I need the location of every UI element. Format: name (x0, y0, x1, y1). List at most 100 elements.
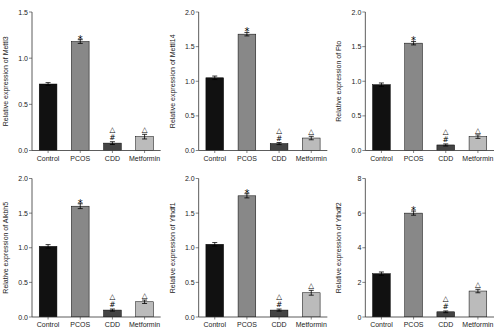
y-tick (362, 178, 365, 179)
x-tick (311, 151, 312, 154)
x-axis (365, 317, 494, 318)
y-tick-label: 0.0 (185, 147, 195, 154)
x-tick-label: CDD (438, 155, 453, 162)
x-tick (246, 151, 247, 154)
annotation: # (276, 134, 282, 143)
y-tick (196, 213, 199, 214)
x-tick-label: Control (370, 321, 393, 328)
y-tick-label: 1.5 (185, 210, 195, 217)
x-tick-label: PCOS (237, 155, 257, 162)
y-tick-label: 2.0 (185, 9, 195, 16)
plot-area (39, 204, 153, 317)
y-tick-label: 0.5 (185, 112, 195, 119)
y-tick-label: 2.0 (352, 9, 362, 16)
x-tick-label: Metformin (296, 155, 327, 162)
y-axis-label: Relative expression of Ythdf1 (169, 202, 177, 293)
x-axis (199, 317, 328, 318)
x-tick (214, 317, 215, 320)
y-tick (362, 115, 365, 116)
annotation: △ (308, 281, 314, 290)
x-tick-label: Metformin (129, 321, 160, 328)
annotation: * (78, 198, 83, 209)
x-tick (80, 151, 81, 154)
y-tick (196, 178, 199, 179)
y-tick-label: 0.5 (18, 101, 28, 108)
y-tick-label: 0.5 (18, 279, 28, 286)
x-tick (381, 317, 382, 320)
y-tick-label: 2 (357, 279, 361, 286)
annotation: △ (443, 127, 449, 136)
x-tick-label: Control (203, 321, 226, 328)
annotation: # (443, 135, 449, 144)
bar (302, 293, 320, 317)
bar (71, 42, 89, 151)
y-tick (29, 12, 32, 13)
y-tick-label: 0.0 (185, 314, 195, 321)
bar (373, 85, 391, 151)
y-tick (29, 58, 32, 59)
error-bar (277, 143, 282, 145)
y-tick-label: 1.5 (185, 43, 195, 50)
y-tick-label: 1.0 (352, 78, 362, 85)
x-tick-label: CDD (438, 321, 453, 328)
y-tick (362, 317, 365, 318)
x-tick (413, 317, 414, 320)
bar (270, 310, 288, 317)
bar (437, 312, 455, 317)
annotation: △ (142, 291, 148, 300)
x-tick (144, 151, 145, 154)
error-bar (46, 245, 51, 248)
y-axis-label: Relative expression of Ythdf2 (335, 202, 343, 293)
bar (206, 244, 224, 317)
y-tick (29, 213, 32, 214)
annotation: △ (276, 126, 282, 135)
x-tick-label: Control (203, 155, 226, 162)
x-tick (477, 317, 478, 320)
x-axis (32, 317, 161, 318)
x-tick-label: PCOS (404, 155, 424, 162)
annotation: * (244, 188, 249, 199)
bar (270, 144, 288, 151)
error-bar (212, 243, 217, 246)
plot-area (206, 194, 320, 317)
annotation: * (411, 35, 416, 46)
error-bar (309, 290, 314, 295)
error-bar (110, 142, 115, 145)
bar (136, 137, 154, 151)
x-tick-label: Control (370, 155, 393, 162)
x-tick-label: Control (37, 321, 60, 328)
y-tick (362, 46, 365, 47)
bar (206, 78, 224, 151)
y-tick-label: 0 (357, 314, 361, 321)
y-tick (29, 104, 32, 105)
error-bar (379, 83, 384, 86)
plot-area (373, 41, 487, 150)
annotation: △ (475, 280, 481, 289)
y-tick-label: 1.0 (185, 78, 195, 85)
x-tick-label: PCOS (70, 155, 90, 162)
y-tick-label: 1.0 (18, 244, 28, 251)
x-tick (445, 317, 446, 320)
annotation: # (109, 133, 115, 142)
y-tick (29, 282, 32, 283)
x-tick (144, 317, 145, 320)
annotation: △ (110, 292, 116, 301)
y-tick-label: 8 (357, 175, 361, 182)
x-tick-label: PCOS (70, 321, 90, 328)
plot-area (373, 211, 487, 317)
bar (469, 137, 487, 151)
x-tick (246, 317, 247, 320)
x-tick (279, 317, 280, 320)
y-tick (362, 12, 365, 13)
x-tick (80, 317, 81, 320)
annotation: △ (142, 125, 148, 134)
y-tick-label: 0.0 (18, 147, 28, 154)
y-axis-label: Relative expression of Fto (335, 41, 343, 122)
annotation: # (109, 300, 115, 309)
x-tick-label: Metformin (462, 155, 493, 162)
bar (39, 84, 57, 150)
x-tick-label: CDD (105, 155, 120, 162)
y-tick (362, 282, 365, 283)
subplot: 0.00.51.01.52.0ControlPCOSCDDMetforminRe… (169, 175, 328, 328)
y-tick-label: 0.0 (18, 314, 28, 321)
